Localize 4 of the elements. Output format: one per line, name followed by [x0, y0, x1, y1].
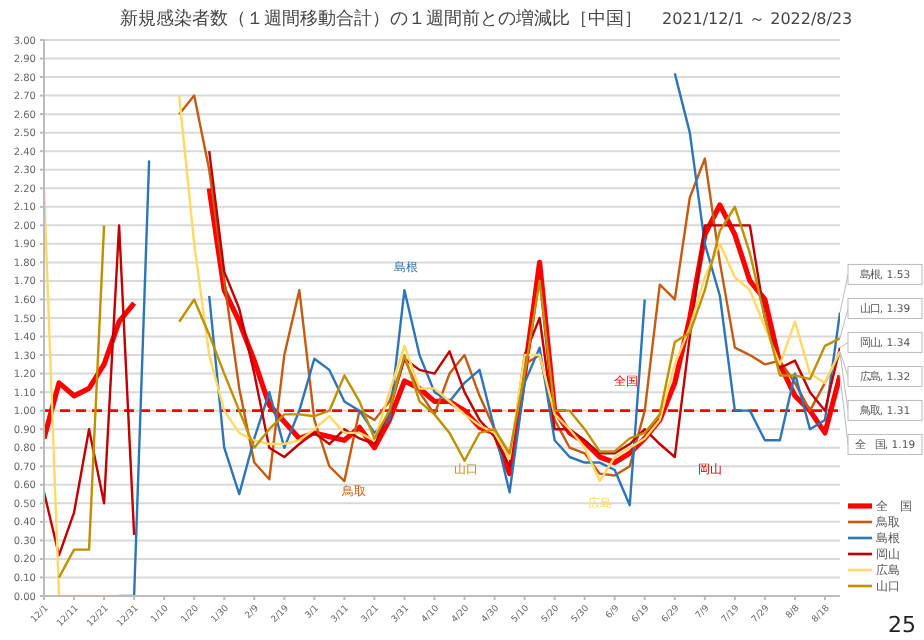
- chart-title: 新規感染者数（１週間移動合計）の１週間前との増減比［中国］: [120, 10, 642, 30]
- text: 25: [888, 612, 916, 638]
- line-series: [177, 94, 840, 483]
- chart-subtitle: 2021/12/1 ～ 2022/8/23: [662, 10, 853, 28]
